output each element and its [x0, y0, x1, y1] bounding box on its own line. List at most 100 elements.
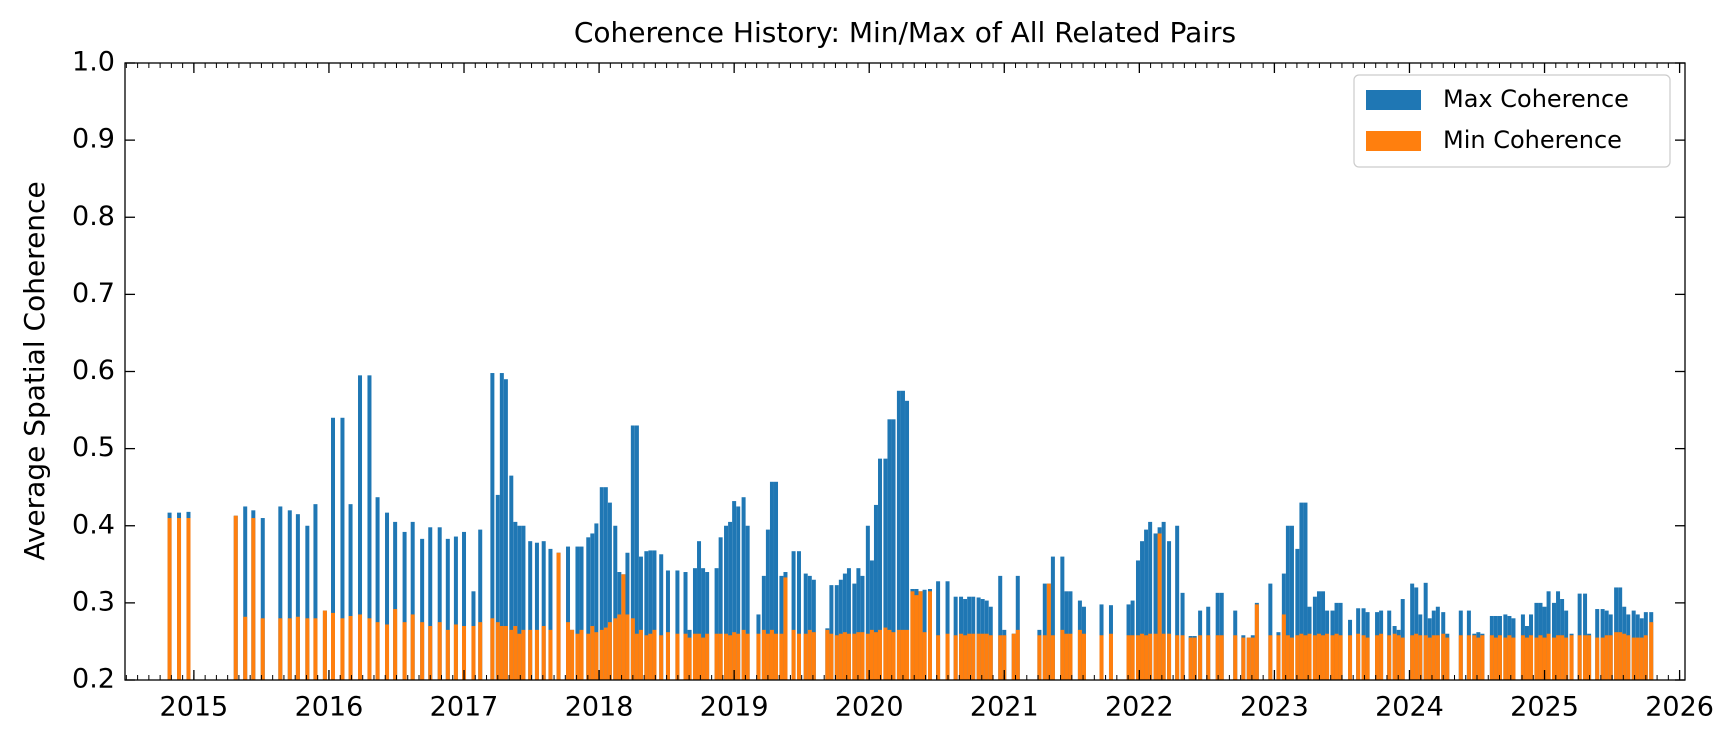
bar — [177, 518, 182, 680]
bar — [313, 504, 318, 680]
bar — [745, 633, 750, 680]
bar — [607, 622, 612, 680]
legend-swatch — [1366, 90, 1421, 110]
bar — [811, 579, 816, 680]
bar — [410, 614, 415, 680]
x-tick-label: 2017 — [430, 692, 499, 723]
bar — [1316, 633, 1321, 680]
bar — [186, 518, 191, 680]
bar — [852, 583, 857, 680]
bar — [375, 497, 380, 680]
bar — [697, 633, 702, 680]
bar — [1299, 633, 1304, 680]
bar — [1068, 633, 1073, 680]
y-tick-label: 0.8 — [72, 201, 115, 232]
bar — [829, 633, 834, 680]
bar — [1476, 637, 1481, 680]
bar — [340, 618, 345, 680]
bar — [358, 614, 363, 680]
bar — [375, 622, 380, 680]
bar — [1348, 635, 1353, 680]
bar — [741, 629, 746, 680]
bar — [1458, 635, 1463, 680]
bar — [927, 591, 932, 680]
bar — [936, 581, 941, 680]
y-axis-label: Average Spatial Coherence — [18, 181, 51, 560]
bar — [718, 633, 723, 680]
bar — [1626, 635, 1631, 680]
bar — [410, 521, 415, 680]
bar — [566, 546, 571, 680]
bar — [1299, 502, 1304, 680]
bar — [541, 541, 546, 680]
bar — [348, 615, 353, 680]
bar — [1542, 637, 1547, 680]
bar — [869, 560, 874, 680]
bar — [278, 618, 283, 680]
bar — [575, 633, 580, 680]
bar — [1564, 637, 1569, 680]
bar — [1556, 635, 1561, 680]
bar — [856, 632, 861, 680]
y-tick-label: 0.4 — [72, 509, 115, 540]
bar — [891, 632, 896, 680]
bar — [1330, 635, 1335, 680]
bar — [367, 375, 372, 680]
bar — [437, 622, 442, 680]
bar — [1529, 635, 1534, 680]
bar — [887, 629, 892, 680]
bar — [1546, 633, 1551, 680]
bar — [675, 633, 680, 680]
bar — [534, 542, 539, 680]
bar — [900, 629, 905, 680]
bar — [402, 622, 407, 680]
bar — [445, 629, 450, 680]
bar — [638, 629, 643, 680]
bar — [922, 632, 927, 680]
bar — [1312, 635, 1317, 680]
bar — [1379, 633, 1384, 680]
bar — [243, 616, 248, 680]
bar — [590, 533, 595, 680]
bar — [811, 632, 816, 680]
bar — [728, 635, 733, 680]
bar — [648, 550, 653, 680]
bar — [1423, 582, 1428, 680]
bar — [1135, 560, 1140, 680]
bar — [305, 525, 310, 680]
bar — [305, 618, 310, 680]
bar — [513, 626, 518, 680]
bar — [644, 635, 649, 680]
bar — [1167, 633, 1172, 680]
bar — [652, 550, 657, 680]
bar — [499, 626, 504, 680]
bar — [1507, 635, 1512, 680]
bar — [1289, 637, 1294, 680]
bar — [769, 629, 774, 680]
bar — [1144, 635, 1149, 680]
bar — [869, 629, 874, 680]
bar — [1338, 635, 1343, 680]
bar — [873, 504, 878, 680]
bar — [732, 501, 737, 680]
bar — [1046, 583, 1051, 680]
bar — [313, 618, 318, 680]
x-tick-label: 2022 — [1105, 692, 1174, 723]
bar — [478, 622, 483, 680]
y-tick-label: 0.2 — [72, 664, 115, 695]
bar — [393, 609, 398, 680]
bar — [260, 518, 265, 680]
bar — [779, 633, 784, 680]
bar — [566, 622, 571, 680]
bar — [1064, 633, 1069, 680]
bar — [385, 512, 390, 680]
bar — [503, 626, 508, 680]
bar — [1285, 525, 1290, 680]
bar — [534, 629, 539, 680]
bar — [1157, 533, 1162, 680]
bar — [428, 527, 433, 680]
bar — [599, 629, 604, 680]
bar — [1295, 548, 1300, 680]
bar — [638, 556, 643, 680]
bar — [1445, 637, 1450, 680]
